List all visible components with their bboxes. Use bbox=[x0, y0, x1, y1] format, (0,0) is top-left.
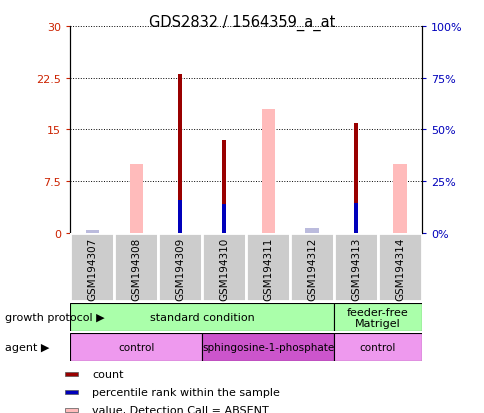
Text: sphingosine-1-phosphate: sphingosine-1-phosphate bbox=[201, 342, 333, 352]
Text: control: control bbox=[118, 342, 154, 352]
Text: GSM194307: GSM194307 bbox=[87, 237, 97, 300]
Bar bbox=[333, 333, 421, 361]
Bar bbox=[90, 231, 94, 233]
Bar bbox=[222, 140, 226, 233]
Bar bbox=[222, 204, 226, 233]
Text: GSM194308: GSM194308 bbox=[131, 237, 141, 300]
Text: GSM194313: GSM194313 bbox=[350, 237, 360, 300]
Text: GSM194310: GSM194310 bbox=[219, 237, 228, 300]
Text: control: control bbox=[359, 342, 395, 352]
Text: agent ▶: agent ▶ bbox=[5, 342, 49, 352]
Text: GSM194309: GSM194309 bbox=[175, 237, 185, 300]
Bar bbox=[64, 408, 77, 412]
Text: value, Detection Call = ABSENT: value, Detection Call = ABSENT bbox=[92, 405, 269, 413]
Text: growth protocol ▶: growth protocol ▶ bbox=[5, 313, 104, 323]
Bar bbox=[114, 233, 158, 301]
Bar bbox=[86, 230, 99, 233]
Text: percentile rank within the sample: percentile rank within the sample bbox=[92, 387, 280, 397]
Bar bbox=[289, 233, 333, 301]
Bar bbox=[333, 304, 421, 332]
Bar bbox=[353, 123, 358, 233]
Bar bbox=[129, 164, 143, 233]
Bar bbox=[353, 204, 358, 233]
Bar bbox=[245, 233, 289, 301]
Bar bbox=[64, 390, 77, 394]
Bar bbox=[70, 304, 333, 332]
Bar bbox=[178, 75, 182, 233]
Text: GSM194311: GSM194311 bbox=[263, 237, 272, 300]
Bar bbox=[202, 333, 333, 361]
Bar bbox=[178, 200, 182, 233]
Bar bbox=[309, 230, 314, 233]
Bar bbox=[305, 228, 318, 233]
Bar bbox=[158, 233, 202, 301]
Text: feeder-free
Matrigel: feeder-free Matrigel bbox=[347, 307, 408, 328]
Bar bbox=[377, 233, 421, 301]
Bar bbox=[393, 164, 406, 233]
Bar bbox=[261, 109, 274, 233]
Bar bbox=[70, 233, 114, 301]
Bar bbox=[64, 372, 77, 376]
Bar bbox=[202, 233, 245, 301]
Text: GSM194312: GSM194312 bbox=[306, 237, 317, 300]
Text: standard condition: standard condition bbox=[150, 313, 254, 323]
Bar bbox=[70, 333, 202, 361]
Text: count: count bbox=[92, 369, 124, 379]
Text: GDS2832 / 1564359_a_at: GDS2832 / 1564359_a_at bbox=[149, 14, 335, 31]
Bar bbox=[333, 233, 377, 301]
Text: GSM194314: GSM194314 bbox=[394, 237, 404, 300]
